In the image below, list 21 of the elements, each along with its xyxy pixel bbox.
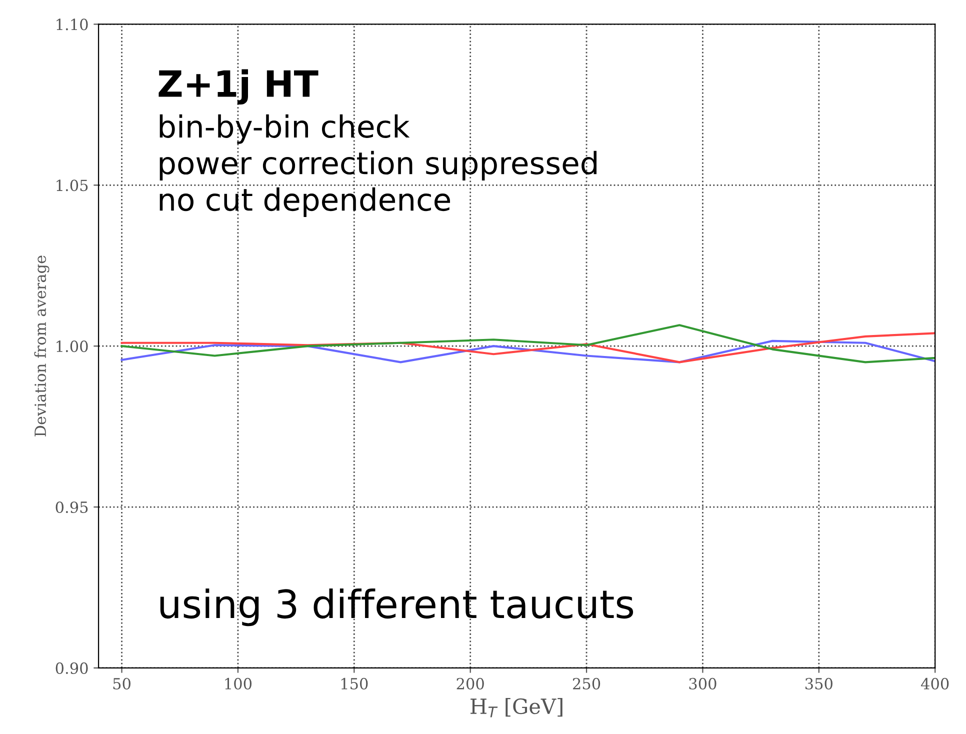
y-tick-label: 1.00 [56,340,88,352]
x-tick-label: 300 [689,678,716,690]
line-series [120,332,936,364]
x-tick-label: 50 [113,678,130,690]
x-tick-label: 350 [805,678,832,690]
y-axis-title: Deviation from average [34,256,50,436]
x-tick-label: 150 [341,678,368,690]
x-tick-label: 200 [456,678,484,690]
y-tick-label: 1.10 [56,18,88,30]
line-series [120,340,936,364]
x-axis-title: H$_{T}$ [GeV] [470,698,562,718]
text: Z+1j HT [158,69,318,105]
annotation: bin-by-bin check power correction suppressed no cut dependence [160,114,596,217]
x-tick-label: 250 [572,678,600,690]
y-tick-label: 1.05 [56,180,88,192]
line-series [120,324,936,364]
y-tick-label: 0.90 [56,662,88,674]
x-tick-label: 400 [920,678,949,690]
x-tick-label: 100 [225,678,252,690]
y-tick-label: 0.95 [56,501,88,514]
annotation: using 3 different taucuts [160,588,634,626]
